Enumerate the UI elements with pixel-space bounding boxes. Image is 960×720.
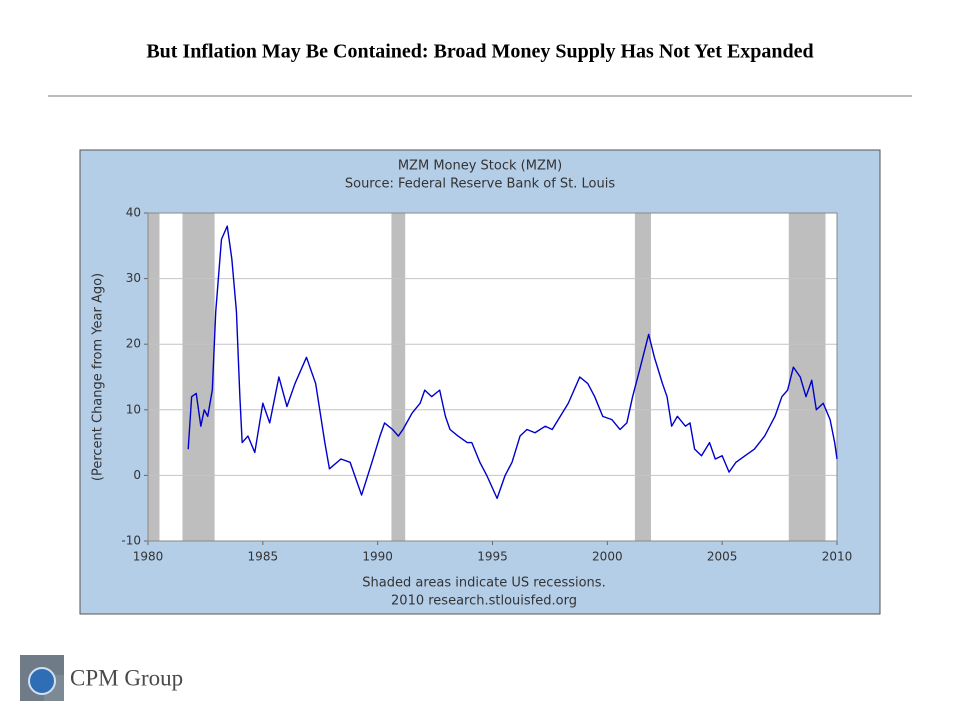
chart-note: 2010 research.stlouisfed.org [391,594,577,609]
plot: -10 0 10 20 30 40 1980 1985 1990 1995 2000 2005 2010 [121,206,852,564]
data-line [187,225,838,500]
recession-band [634,213,651,541]
recession-band [182,213,215,541]
y-tick-label: 20 [126,337,141,351]
slide-title: But Inflation May Be Contained: Broad Mo… [146,41,813,63]
recession-band [788,213,826,541]
chart-title: MZM Money Stock (MZM) [398,159,562,174]
x-tick-label: 1990 [362,550,393,564]
plot-area [148,213,837,541]
chart-subtitle: Source: Federal Reserve Bank of St. Loui… [345,177,615,192]
recession-band [391,213,406,541]
plot-border [147,212,838,542]
x-tick-label: 1985 [248,550,279,564]
y-tick-label: 10 [126,402,141,416]
x-tick-label: 1980 [133,550,164,564]
x-tick-label: 2010 [822,550,853,564]
chart-note: Shaded areas indicate US recessions. [362,576,605,591]
x-tick-label: 2000 [592,550,623,564]
y-tick-label: 40 [126,206,141,220]
x-tick-label: 1995 [477,550,508,564]
x-tick-label: 2005 [707,550,738,564]
y-tick-label: -10 [121,534,141,548]
y-tick-label: 30 [126,271,141,285]
logo-text: CPM Group [70,665,183,690]
y-axis-label: (Percent Change from Year Ago) [91,273,106,481]
y-tick-label: 0 [133,468,141,482]
logo-globe [28,667,56,695]
recession-band [148,213,160,541]
logo: CPM Group [20,655,183,701]
